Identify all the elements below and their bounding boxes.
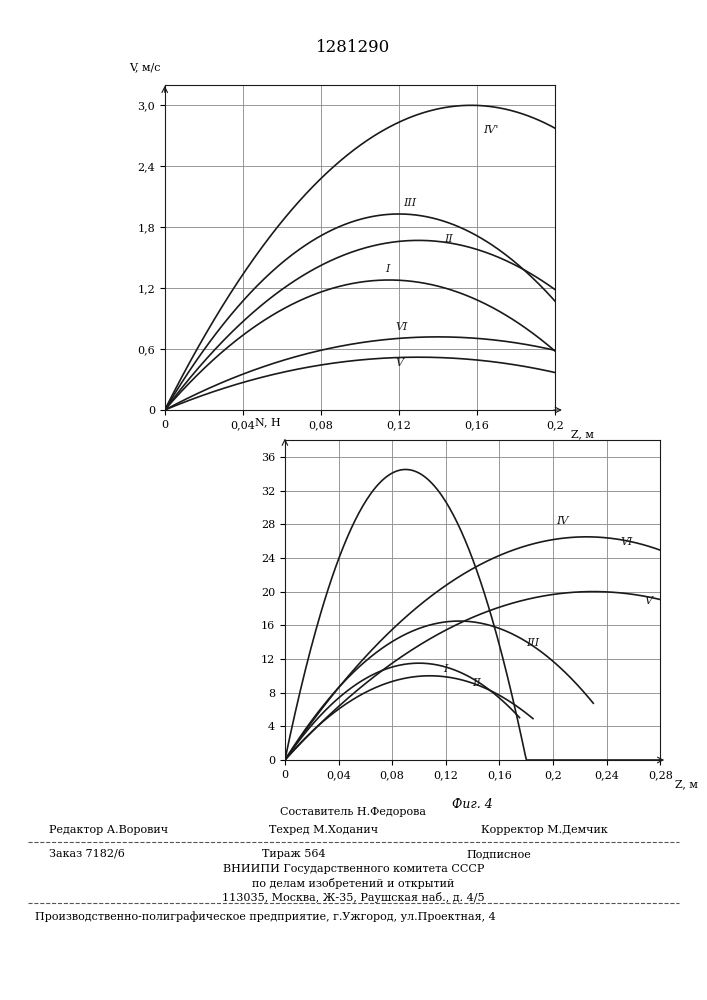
Text: Фиг. 4: Фиг. 4 xyxy=(452,798,493,811)
Text: V: V xyxy=(644,596,653,606)
Text: III: III xyxy=(526,638,539,648)
Text: Фиг. 3: Фиг. 3 xyxy=(339,449,380,462)
Text: 113035, Москва, Ж-35, Раушская наб., д. 4/5: 113035, Москва, Ж-35, Раушская наб., д. … xyxy=(222,892,485,903)
Text: I: I xyxy=(443,664,448,674)
Text: Техред М.Ходанич: Техред М.Ходанич xyxy=(269,825,378,835)
Text: N, Н: N, Н xyxy=(255,417,281,427)
Text: Подписное: Подписное xyxy=(467,849,532,859)
Text: Производственно-полиграфическое предприятие, г.Ужгород, ул.Проектная, 4: Производственно-полиграфическое предприя… xyxy=(35,911,496,922)
Text: II: II xyxy=(444,234,452,244)
Text: I: I xyxy=(385,264,390,274)
Text: Заказ 7182/6: Заказ 7182/6 xyxy=(49,849,125,859)
Text: Z, м: Z, м xyxy=(675,779,699,789)
Text: Составитель Н.Федорова: Составитель Н.Федорова xyxy=(281,807,426,817)
Text: 1281290: 1281290 xyxy=(316,39,391,56)
Text: VI: VI xyxy=(620,537,633,547)
Text: ВНИИПИ Государственного комитета СССР: ВНИИПИ Государственного комитета СССР xyxy=(223,864,484,874)
Text: Z, м: Z, м xyxy=(571,430,593,440)
Text: V, м/с: V, м/с xyxy=(129,62,160,72)
Text: Редактор А.Ворович: Редактор А.Ворович xyxy=(49,825,168,835)
Text: II: II xyxy=(473,678,481,688)
Text: VI: VI xyxy=(395,322,407,332)
Text: Корректор М.Демчик: Корректор М.Демчик xyxy=(481,825,607,835)
Text: по делам изобретений и открытий: по делам изобретений и открытий xyxy=(252,878,455,889)
Text: IV: IV xyxy=(556,516,568,526)
Text: III: III xyxy=(403,198,416,208)
Text: IV': IV' xyxy=(483,125,498,135)
Text: Тираж 564: Тираж 564 xyxy=(262,849,325,859)
Text: V: V xyxy=(395,358,403,368)
